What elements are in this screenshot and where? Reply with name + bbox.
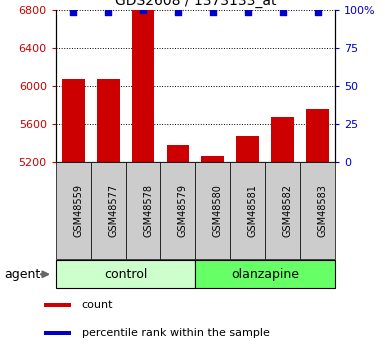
- Bar: [271, 117, 294, 162]
- Text: olanzapine: olanzapine: [231, 268, 299, 281]
- Bar: [97, 79, 119, 162]
- Bar: [56, 162, 91, 259]
- Text: GSM48582: GSM48582: [283, 184, 293, 237]
- Bar: [195, 260, 335, 288]
- Text: control: control: [104, 268, 147, 281]
- Bar: [306, 109, 329, 162]
- Point: [70, 9, 76, 14]
- Point: [210, 9, 216, 14]
- Text: agent: agent: [5, 268, 41, 281]
- Bar: [44, 303, 71, 307]
- Bar: [62, 79, 85, 162]
- Bar: [201, 156, 224, 162]
- Point: [244, 9, 251, 14]
- Point: [140, 8, 146, 13]
- Point: [315, 9, 321, 14]
- Text: percentile rank within the sample: percentile rank within the sample: [82, 328, 270, 338]
- Bar: [195, 162, 230, 259]
- Bar: [44, 331, 71, 335]
- Text: GSM48583: GSM48583: [318, 184, 328, 237]
- Text: GSM48580: GSM48580: [213, 184, 223, 237]
- Bar: [236, 136, 259, 162]
- Point: [280, 9, 286, 14]
- Bar: [126, 162, 161, 259]
- Bar: [161, 162, 195, 259]
- Bar: [56, 260, 195, 288]
- Text: count: count: [82, 300, 113, 310]
- Point: [175, 9, 181, 14]
- Bar: [230, 162, 265, 259]
- Bar: [91, 162, 126, 259]
- Text: GSM48577: GSM48577: [108, 184, 118, 237]
- Bar: [265, 162, 300, 259]
- Title: GDS2608 / 1373133_at: GDS2608 / 1373133_at: [115, 0, 276, 8]
- Bar: [300, 162, 335, 259]
- Bar: [132, 10, 154, 162]
- Text: GSM48579: GSM48579: [178, 184, 188, 237]
- Bar: [167, 145, 189, 162]
- Point: [105, 9, 111, 14]
- Text: GSM48559: GSM48559: [73, 184, 83, 237]
- Text: GSM48578: GSM48578: [143, 184, 153, 237]
- Text: GSM48581: GSM48581: [248, 184, 258, 237]
